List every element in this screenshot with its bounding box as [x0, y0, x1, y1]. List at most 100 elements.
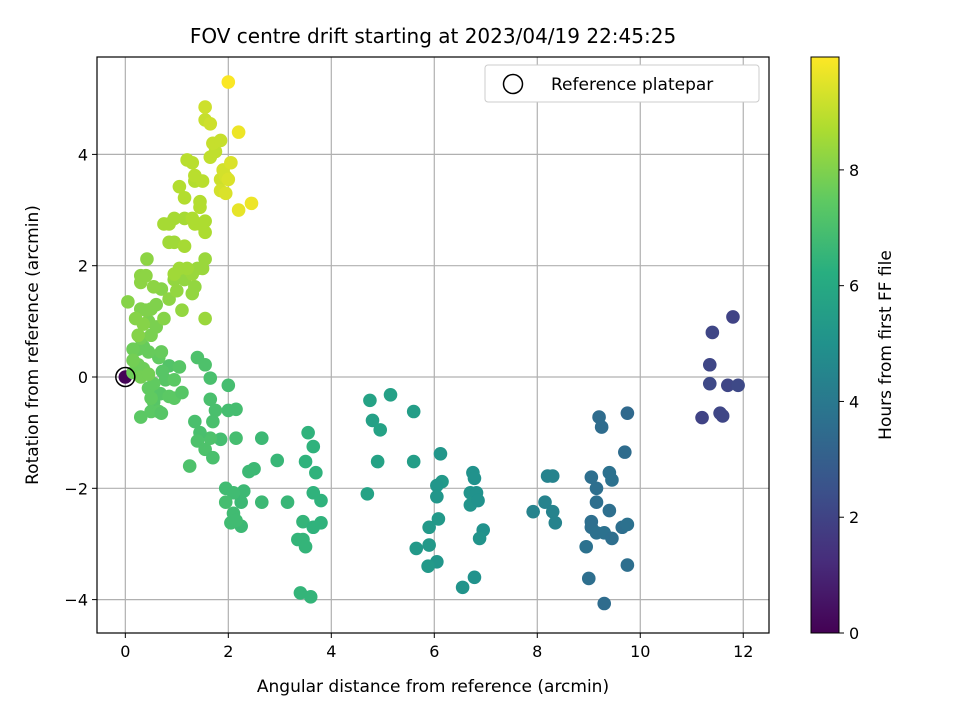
data-point	[383, 388, 398, 402]
data-point	[620, 406, 635, 420]
data-point	[721, 378, 735, 393]
data-point	[170, 283, 184, 298]
y-axis-label: Rotation from reference (arcmin)	[23, 205, 43, 485]
x-tick-label: 0	[120, 642, 130, 661]
data-point	[548, 516, 563, 530]
data-point	[188, 414, 202, 429]
x-tick-label: 2	[223, 642, 233, 661]
data-point	[303, 590, 318, 604]
data-point	[467, 570, 482, 585]
data-point	[472, 531, 487, 546]
data-point	[471, 493, 485, 508]
data-point	[136, 317, 151, 331]
data-point	[198, 100, 212, 114]
legend-marker-circle	[502, 73, 524, 95]
colorbar-tick-label: 4	[849, 392, 859, 411]
data-point	[314, 493, 328, 508]
data-point	[270, 453, 285, 468]
data-point	[406, 404, 421, 419]
data-point	[731, 378, 745, 393]
x-tick-label: 12	[733, 642, 753, 661]
data-point	[167, 267, 182, 281]
data-point	[467, 471, 482, 486]
data-point	[421, 559, 435, 574]
data-point	[167, 372, 182, 387]
data-point	[584, 470, 599, 484]
colorbar-tick-label: 0	[849, 624, 859, 643]
data-point	[370, 454, 385, 469]
data-point	[545, 504, 560, 519]
y-tick-label: −4	[64, 591, 88, 610]
data-point	[373, 423, 388, 437]
data-point	[175, 385, 189, 400]
plot-area	[115, 75, 745, 611]
data-point	[430, 478, 444, 493]
data-point	[365, 413, 380, 428]
colorbar-label: Hours from first FF file	[876, 250, 896, 440]
data-point	[131, 328, 145, 343]
data-point	[702, 376, 717, 391]
data-point	[293, 586, 308, 600]
data-point	[430, 489, 444, 504]
data-point	[589, 481, 604, 496]
data-point	[236, 484, 251, 498]
data-point	[141, 367, 156, 382]
data-point	[363, 393, 377, 408]
data-point	[526, 504, 540, 519]
data-point	[594, 420, 609, 434]
legend: Reference platepar	[484, 64, 760, 103]
y-tick-label: 2	[78, 257, 88, 276]
data-point	[221, 378, 236, 393]
data-point	[221, 172, 236, 187]
data-point	[190, 350, 205, 365]
data-point	[203, 371, 218, 385]
data-point	[705, 325, 720, 340]
data-point	[409, 541, 424, 556]
data-point	[154, 345, 169, 359]
data-point	[254, 495, 269, 510]
data-point	[234, 495, 248, 510]
data-point	[221, 75, 236, 89]
colorbar-ticks: 0 2 4 6 8	[839, 161, 859, 643]
x-axis: 0 2 4 6 8 10 12	[120, 633, 753, 661]
y-tick-label: 0	[78, 368, 88, 387]
colorbar-tick-label: 2	[849, 508, 859, 527]
data-point	[203, 431, 218, 446]
data-point	[360, 487, 375, 501]
data-point	[306, 439, 321, 454]
x-tick-label: 6	[429, 642, 439, 661]
data-point	[149, 297, 164, 312]
colorbar: 0 2 4 6 8 Hours from first FF file	[810, 56, 896, 643]
data-point	[221, 403, 236, 418]
data-point	[188, 168, 202, 183]
y-axis: −4 −2 0 2 4	[64, 145, 97, 610]
data-point	[455, 580, 470, 595]
data-point	[433, 447, 448, 461]
data-point	[218, 495, 233, 510]
legend-entry-reference: Reference platepar	[551, 75, 713, 95]
data-point	[298, 454, 313, 469]
data-point	[154, 406, 169, 420]
data-point	[406, 454, 421, 469]
data-point	[172, 360, 187, 374]
data-point	[296, 514, 310, 529]
data-point	[309, 465, 323, 480]
data-point	[242, 464, 256, 479]
x-tick-label: 8	[532, 642, 542, 661]
chart-title: FOV centre drift starting at 2023/04/19 …	[190, 24, 676, 48]
data-point	[298, 539, 313, 554]
y-tick-label: −2	[64, 479, 88, 498]
data-point	[218, 186, 233, 201]
data-point	[157, 217, 171, 231]
data-point	[193, 194, 207, 209]
data-point	[185, 211, 200, 226]
data-point	[198, 311, 212, 326]
data-point	[545, 469, 560, 483]
data-point	[422, 538, 436, 552]
data-point	[605, 531, 619, 546]
data-point	[715, 409, 730, 423]
data-point	[422, 520, 436, 535]
data-point	[126, 353, 140, 368]
data-point	[167, 235, 182, 250]
